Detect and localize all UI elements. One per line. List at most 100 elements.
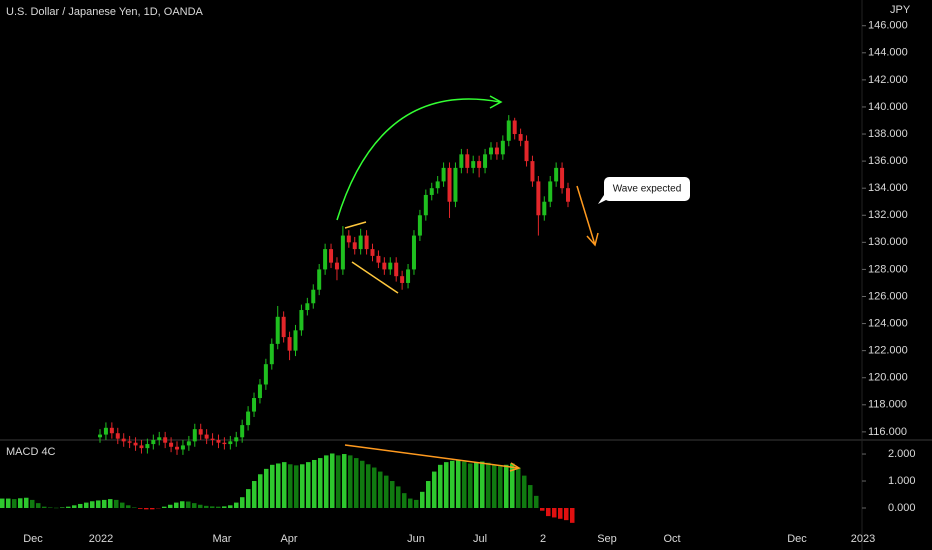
- macd-bar: [60, 507, 65, 508]
- candle-body: [447, 167, 452, 202]
- x-tick-label: Dec: [23, 533, 43, 545]
- green-arc-arrow: [336, 98, 501, 221]
- candle-body: [429, 188, 434, 195]
- macd-bar: [528, 485, 533, 508]
- macd-bar: [138, 508, 143, 509]
- candle-body: [566, 188, 570, 202]
- candle-body: [394, 262, 399, 277]
- macd-bar: [288, 464, 293, 508]
- macd-bar: [294, 465, 299, 508]
- candle-body: [506, 120, 511, 141]
- y-tick-label: 118.000: [868, 399, 907, 411]
- candle-body: [198, 429, 203, 435]
- trend-line: [351, 261, 399, 294]
- candle-body: [234, 437, 239, 442]
- candle-body: [109, 427, 114, 434]
- macd-bar: [18, 498, 23, 508]
- macd-bar: [366, 464, 371, 508]
- macd-bar: [444, 462, 449, 508]
- macd-bar: [420, 491, 425, 508]
- macd-bar: [474, 462, 479, 508]
- macd-bar: [78, 503, 83, 508]
- macd-bar: [198, 504, 203, 508]
- macd-bar: [450, 460, 455, 508]
- x-tick-label: Oct: [663, 533, 680, 545]
- macd-bar: [570, 508, 575, 523]
- macd-bar: [264, 468, 269, 508]
- candle-body: [222, 442, 227, 445]
- macd-bar: [276, 463, 281, 508]
- macd-bar: [312, 459, 317, 508]
- macd-bar: [516, 467, 521, 508]
- macd-bar: [222, 506, 227, 508]
- macd-bar: [504, 464, 509, 508]
- x-tick-label: Apr: [280, 533, 297, 545]
- macd-bar: [72, 505, 77, 508]
- y-tick-label: 122.000: [868, 345, 908, 357]
- candle-body: [465, 154, 470, 168]
- candle-body: [400, 276, 405, 283]
- candle-body: [240, 425, 245, 438]
- candle-body: [477, 161, 482, 168]
- macd-bar: [306, 462, 311, 508]
- y-tick-label: 134.000: [868, 182, 908, 194]
- macd-bar: [540, 508, 545, 511]
- y-tick-label: 136.000: [868, 155, 908, 167]
- macd-bar: [234, 502, 239, 508]
- candle-body: [139, 445, 144, 449]
- macd-bar: [246, 489, 251, 508]
- candle-body: [281, 316, 286, 338]
- trend-line: [344, 221, 367, 229]
- macd-bar: [0, 498, 5, 508]
- candle-body: [512, 120, 517, 135]
- candle-body: [186, 441, 191, 446]
- candle-body: [388, 262, 393, 270]
- candle-body: [163, 437, 168, 443]
- macd-bar: [12, 499, 17, 508]
- macd-bar: [48, 507, 53, 508]
- macd-bar: [126, 505, 131, 508]
- axis-unit: JPY: [890, 4, 911, 16]
- macd-bar: [66, 506, 71, 508]
- y-tick-label: 140.000: [868, 101, 908, 113]
- macd-bar: [336, 455, 341, 508]
- macd-bar: [438, 464, 443, 508]
- macd-bar: [186, 501, 191, 508]
- candle-body: [453, 167, 458, 202]
- candle-body: [435, 181, 440, 189]
- macd-bar: [150, 508, 155, 510]
- candle-body: [287, 337, 292, 351]
- candle-body: [334, 262, 339, 270]
- y-tick-label: 138.000: [868, 128, 908, 140]
- y-tick-label: 124.000: [868, 317, 908, 329]
- macd-bar: [456, 459, 461, 508]
- macd-bar: [144, 508, 149, 510]
- macd-bar: [192, 503, 197, 508]
- candle-body: [228, 441, 233, 445]
- candle-body: [370, 249, 375, 256]
- macd-bar: [282, 462, 287, 508]
- candle-body: [346, 235, 351, 243]
- candle-body: [530, 161, 535, 182]
- candle-body: [364, 235, 369, 250]
- candle-body: [151, 440, 156, 445]
- macd-bar: [498, 466, 503, 508]
- candle-body: [169, 442, 174, 447]
- candle-body: [133, 442, 138, 446]
- macd-bar: [300, 464, 305, 508]
- candle-body: [471, 161, 476, 168]
- macd-bar: [24, 497, 29, 508]
- macd-bar: [114, 499, 119, 508]
- macd-bar: [354, 458, 359, 508]
- macd-bar: [390, 481, 395, 508]
- candle-body: [275, 316, 280, 344]
- candle-body: [293, 330, 298, 351]
- macd-bar: [480, 461, 485, 508]
- candle-body: [329, 249, 334, 263]
- macd-bar: [258, 474, 263, 508]
- candle-body: [192, 429, 197, 442]
- x-tick-label: 2023: [851, 533, 875, 545]
- candle-body: [257, 384, 262, 399]
